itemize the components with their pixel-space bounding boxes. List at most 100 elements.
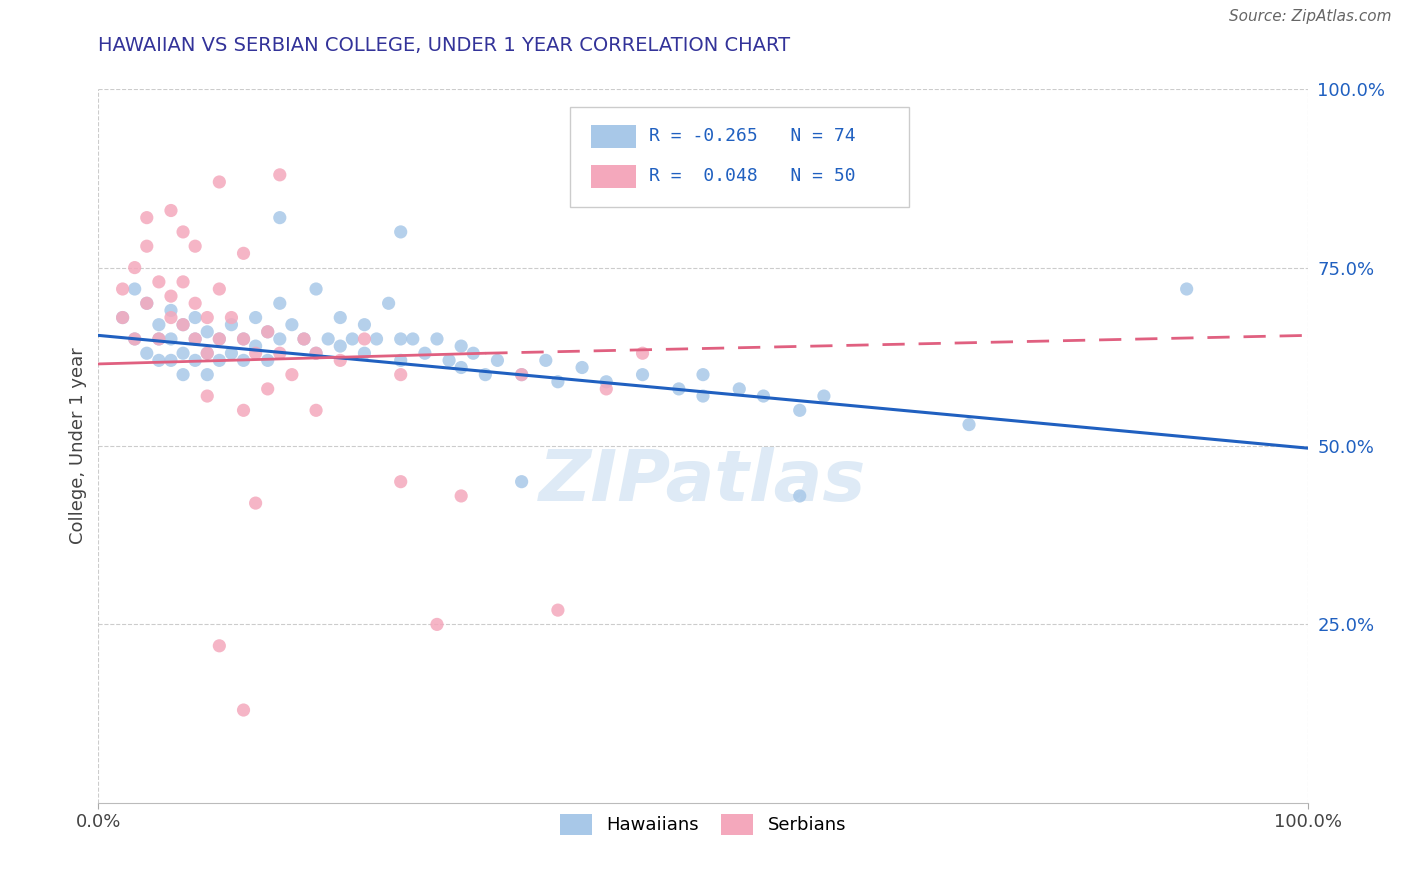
Point [148,332,170,346]
Point [402,332,425,346]
Point [208,639,231,653]
Point [595,382,617,396]
Point [292,332,315,346]
Point [305,282,328,296]
Point [305,346,328,360]
Point [450,489,472,503]
Point [232,703,254,717]
Point [329,339,352,353]
Point [195,368,218,382]
Point [232,353,254,368]
Point [148,318,170,332]
Point [148,332,170,346]
Point [195,389,218,403]
Point [329,310,352,325]
Point [160,303,183,318]
Point [426,332,449,346]
Point [160,310,183,325]
Point [353,318,375,332]
Point [172,225,194,239]
FancyBboxPatch shape [569,107,908,207]
Point [208,332,231,346]
Point [510,368,533,382]
Point [232,332,254,346]
Point [148,353,170,368]
Point [463,346,485,360]
Point [208,353,231,368]
Point [269,211,291,225]
Point [292,332,315,346]
Point [232,403,254,417]
Point [124,260,146,275]
Point [1175,282,1198,296]
Point [111,310,134,325]
Point [281,368,304,382]
Point [232,332,254,346]
Point [692,368,714,382]
Text: HAWAIIAN VS SERBIAN COLLEGE, UNDER 1 YEAR CORRELATION CHART: HAWAIIAN VS SERBIAN COLLEGE, UNDER 1 YEA… [98,36,790,54]
FancyBboxPatch shape [591,165,637,187]
Point [377,296,399,310]
Point [269,332,291,346]
Point [245,310,267,325]
Point [547,603,569,617]
Point [752,389,775,403]
Point [172,318,194,332]
Point [124,332,146,346]
Point [195,325,218,339]
Point [595,375,617,389]
Point [281,318,304,332]
Point [450,360,472,375]
Point [160,289,183,303]
Point [184,296,207,310]
Point [789,403,811,417]
Point [366,332,388,346]
Y-axis label: College, Under 1 year: College, Under 1 year [69,348,87,544]
Point [124,282,146,296]
Point [135,296,157,310]
Point [184,332,207,346]
Point [184,310,207,325]
Point [353,346,375,360]
Point [208,332,231,346]
Point [389,368,412,382]
Point [668,382,690,396]
Point [631,368,654,382]
Point [172,346,194,360]
Point [221,318,243,332]
Point [111,282,134,296]
Point [256,353,278,368]
Point [305,403,328,417]
Point [510,475,533,489]
Point [789,489,811,503]
Point [450,339,472,353]
Point [547,375,569,389]
Point [135,346,157,360]
Point [413,346,436,360]
Text: ZIPatlas: ZIPatlas [540,447,866,516]
Point [232,246,254,260]
Text: Source: ZipAtlas.com: Source: ZipAtlas.com [1229,9,1392,24]
Point [256,325,278,339]
Point [813,389,835,403]
Point [571,360,593,375]
Point [111,310,134,325]
Point [353,332,375,346]
Point [184,353,207,368]
Point [269,346,291,360]
Point [426,617,449,632]
Point [510,368,533,382]
Point [160,203,183,218]
Point [208,282,231,296]
FancyBboxPatch shape [591,125,637,148]
Point [631,346,654,360]
Point [160,332,183,346]
Point [269,168,291,182]
Point [245,339,267,353]
Point [389,475,412,489]
Point [329,353,352,368]
Point [172,368,194,382]
Point [221,310,243,325]
Point [728,382,751,396]
Point [389,353,412,368]
